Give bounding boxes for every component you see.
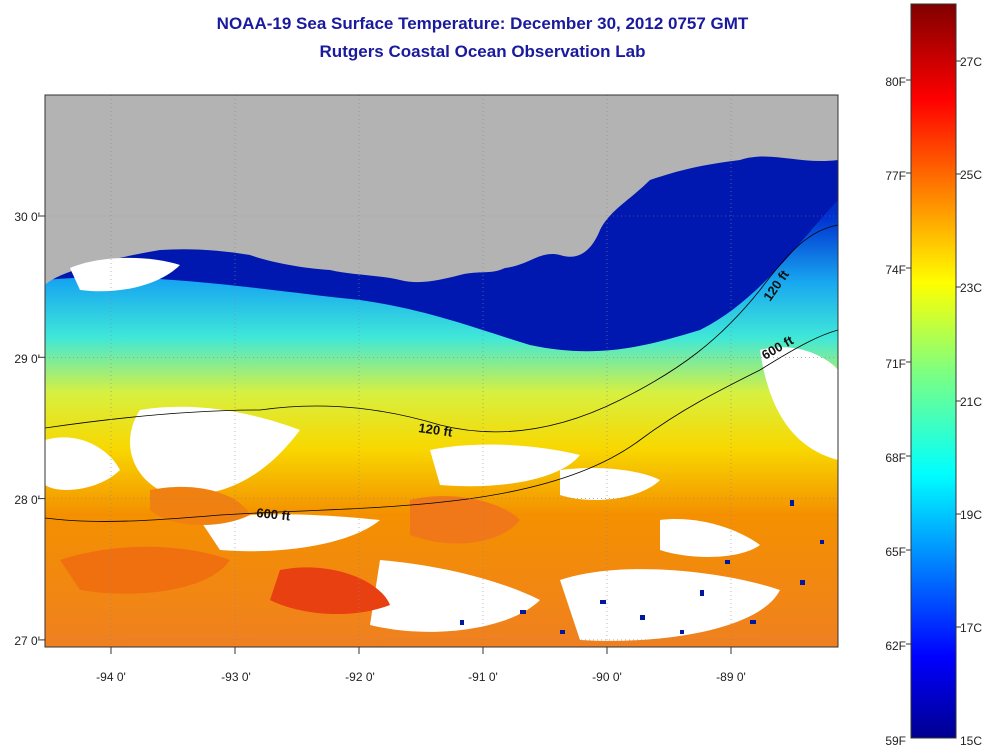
- land-mass: [45, 95, 838, 285]
- graticule: [45, 95, 838, 647]
- warm-water-patches: [60, 486, 520, 615]
- cb-label-62f: 62F: [885, 639, 906, 653]
- map-plot-area: [45, 95, 838, 647]
- contour-label-120ft: 120 ft: [418, 420, 454, 440]
- cb-label-21c: 21C: [960, 395, 982, 409]
- cb-label-25c: 25C: [960, 168, 982, 182]
- cloud-mask: [45, 257, 838, 641]
- map-frame: [44, 94, 839, 648]
- cb-label-65f: 65F: [885, 545, 906, 559]
- cb-label-27c: 27C: [960, 55, 982, 69]
- latitude-axis: 30 0' 29 0' 28 0' 27 0': [14, 210, 40, 648]
- cb-label-17c: 17C: [960, 621, 982, 635]
- cb-label-74f: 74F: [885, 263, 906, 277]
- cb-label-80f: 80F: [885, 75, 906, 89]
- cb-label-59f: 59F: [885, 734, 906, 748]
- lon-tick-89: -89 0': [716, 670, 746, 684]
- lat-tick-28: 28 0': [14, 493, 40, 507]
- contour-120ft: [45, 224, 838, 433]
- lat-tick-27: 27 0': [14, 634, 40, 648]
- map-title: NOAA-19 Sea Surface Temperature: Decembe…: [216, 14, 749, 33]
- cb-label-23c: 23C: [960, 281, 982, 295]
- cb-label-68f: 68F: [885, 451, 906, 465]
- cb-label-19c: 19C: [960, 508, 982, 522]
- noise-pixels: [460, 500, 824, 634]
- lat-tick-29: 29 0': [14, 352, 40, 366]
- lat-tick-30: 30 0': [14, 210, 40, 224]
- colorbar: [910, 3, 957, 739]
- colorbar-ticks: [906, 60, 961, 645]
- lon-tick-92: -92 0': [345, 670, 375, 684]
- colorbar-fahrenheit-labels: 80F 77F 74F 71F 68F 65F 62F 59F: [885, 75, 906, 748]
- cb-label-71f: 71F: [885, 357, 906, 371]
- lon-tick-94: -94 0': [96, 670, 126, 684]
- colorbar-celsius-labels: 27C 25C 23C 21C 19C 17C 15C: [960, 55, 982, 748]
- longitude-axis: -94 0' -93 0' -92 0' -91 0' -90 0' -89 0…: [96, 670, 746, 684]
- contour-label-600ft-west: 600 ft: [256, 505, 292, 524]
- cb-label-77f: 77F: [885, 169, 906, 183]
- lon-tick-91: -91 0': [468, 670, 498, 684]
- contour-600ft: [45, 329, 838, 522]
- lon-tick-90: -90 0': [592, 670, 622, 684]
- lon-tick-93: -93 0': [221, 670, 251, 684]
- tick-marks: [38, 215, 732, 654]
- map-subtitle: Rutgers Coastal Ocean Observation Lab: [319, 42, 646, 61]
- cb-label-15c: 15C: [960, 734, 982, 748]
